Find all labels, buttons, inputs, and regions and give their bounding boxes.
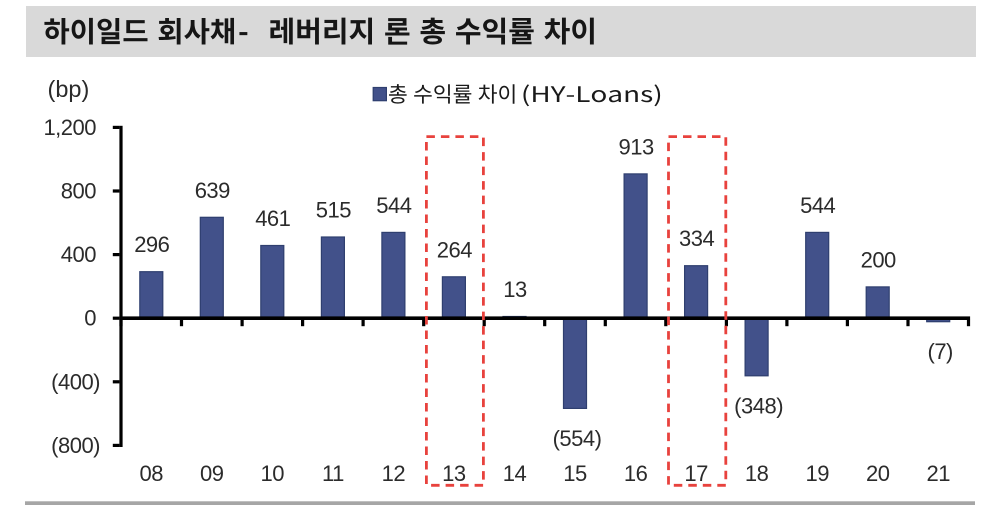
svg-text:296: 296 <box>134 232 169 257</box>
svg-text:264: 264 <box>437 237 472 262</box>
svg-text:13: 13 <box>503 277 527 302</box>
svg-text:400: 400 <box>61 242 96 267</box>
svg-text:1,200: 1,200 <box>43 115 96 140</box>
svg-text:334: 334 <box>679 226 714 251</box>
svg-text:17: 17 <box>684 461 708 486</box>
svg-text:16: 16 <box>624 461 648 486</box>
svg-text:913: 913 <box>618 134 653 159</box>
svg-text:15: 15 <box>563 461 587 486</box>
svg-text:544: 544 <box>376 193 411 218</box>
svg-text:10: 10 <box>261 461 285 486</box>
svg-text:544: 544 <box>800 193 835 218</box>
svg-text:20: 20 <box>866 461 890 486</box>
svg-text:12: 12 <box>382 461 406 486</box>
svg-text:200: 200 <box>861 247 896 272</box>
svg-text:14: 14 <box>503 461 527 486</box>
svg-text:08: 08 <box>140 461 164 486</box>
svg-text:09: 09 <box>200 461 224 486</box>
svg-text:(400): (400) <box>51 369 100 394</box>
svg-text:(7): (7) <box>928 339 953 364</box>
svg-text:(800): (800) <box>51 433 100 458</box>
svg-text:800: 800 <box>61 179 96 204</box>
svg-text:461: 461 <box>255 206 290 231</box>
svg-text:(bp): (bp) <box>48 76 90 102</box>
svg-text:19: 19 <box>805 461 829 486</box>
svg-text:639: 639 <box>195 178 230 203</box>
svg-text:0: 0 <box>84 306 96 331</box>
svg-text:515: 515 <box>316 198 351 223</box>
svg-text:(348): (348) <box>734 393 783 418</box>
svg-text:11: 11 <box>322 461 344 486</box>
svg-text:21: 21 <box>926 461 950 486</box>
svg-text:18: 18 <box>745 461 769 486</box>
svg-text:13: 13 <box>442 461 466 486</box>
svg-text:(554): (554) <box>553 426 602 451</box>
